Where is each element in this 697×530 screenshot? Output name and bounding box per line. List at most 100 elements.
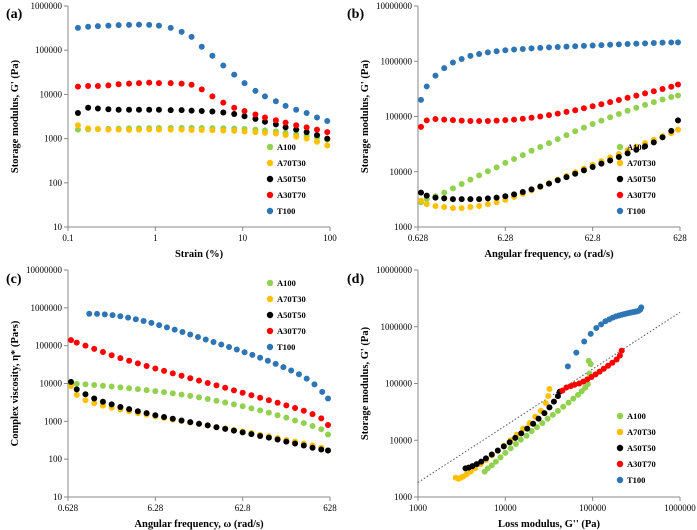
- data-point: [572, 43, 579, 50]
- data-point: [261, 129, 268, 136]
- data-point: [423, 83, 430, 90]
- data-point: [511, 191, 518, 198]
- legend-marker: [616, 159, 624, 167]
- data-point: [432, 202, 439, 209]
- series-A70T30: [74, 122, 331, 149]
- legend-entry: A30T70: [277, 190, 306, 200]
- data-point: [209, 52, 216, 59]
- data-point: [222, 399, 229, 406]
- data-point: [292, 417, 299, 424]
- y-tick-label: 100000: [385, 112, 413, 122]
- data-point: [546, 44, 552, 51]
- data-point: [517, 436, 524, 443]
- legend-marker: [266, 159, 274, 167]
- data-point: [325, 421, 331, 428]
- y-tick-label: 100000: [35, 341, 63, 351]
- data-point: [607, 41, 614, 48]
- data-point: [519, 152, 526, 159]
- data-point: [108, 383, 115, 390]
- data-point: [283, 414, 290, 421]
- data-point: [633, 104, 640, 111]
- data-point: [539, 420, 546, 427]
- legend-marker: [266, 143, 274, 151]
- data-point: [282, 119, 289, 126]
- data-point: [589, 103, 596, 110]
- data-point: [222, 384, 229, 391]
- data-point: [231, 71, 238, 78]
- data-point: [584, 381, 591, 388]
- data-point: [458, 181, 465, 188]
- data-point: [187, 375, 194, 382]
- y-tick-label: 1000: [394, 222, 413, 232]
- data-point: [519, 189, 526, 196]
- data-point: [188, 107, 195, 114]
- data-point: [493, 117, 500, 124]
- data-point: [605, 362, 612, 369]
- data-point: [178, 28, 185, 35]
- data-point: [668, 127, 675, 134]
- data-point: [178, 417, 185, 424]
- data-point: [222, 425, 229, 432]
- data-point: [544, 415, 551, 422]
- data-point: [550, 398, 557, 405]
- y-tick-label: 100000: [35, 45, 63, 55]
- x-tick-label: 6.28: [147, 503, 163, 513]
- x-axis-label: Angular frequency, ω (rad/s): [484, 249, 614, 260]
- data-point: [117, 313, 124, 320]
- data-point: [449, 205, 456, 212]
- data-point: [161, 389, 168, 396]
- data-point: [155, 106, 162, 113]
- legend-marker: [616, 207, 624, 215]
- data-point: [441, 204, 448, 211]
- series-T100: [418, 39, 681, 103]
- data-point: [633, 40, 640, 47]
- data-point: [598, 101, 605, 108]
- data-point: [598, 160, 605, 167]
- data-point: [241, 128, 248, 135]
- series-A50T50: [418, 117, 681, 203]
- data-point: [511, 156, 518, 163]
- data-point: [73, 339, 80, 346]
- data-point: [580, 124, 587, 131]
- data-point: [134, 408, 141, 415]
- data-point: [135, 21, 142, 28]
- data-point: [458, 55, 465, 62]
- data-point: [272, 130, 279, 137]
- data-point: [659, 39, 666, 46]
- data-point: [476, 51, 483, 58]
- data-point: [560, 403, 567, 410]
- data-point: [231, 104, 238, 111]
- data-point: [624, 107, 631, 114]
- data-point: [575, 391, 582, 398]
- data-point: [204, 395, 211, 402]
- data-point: [140, 317, 147, 324]
- data-point: [91, 395, 98, 402]
- data-point: [545, 393, 552, 400]
- data-point: [178, 80, 185, 87]
- data-point: [554, 177, 561, 184]
- data-point: [492, 458, 499, 465]
- panel-b: (b) 1000 10000 100000 1000000 10000000 0.628 6.…: [347, 1, 687, 260]
- data-point: [187, 392, 194, 399]
- legend-marker: [616, 460, 624, 468]
- data-point: [233, 346, 240, 353]
- data-point: [213, 424, 220, 431]
- data-point: [502, 159, 509, 166]
- data-point: [319, 388, 326, 395]
- data-point: [571, 381, 578, 388]
- y-tick-label: 10: [53, 492, 63, 502]
- data-point: [94, 125, 101, 132]
- data-point: [523, 432, 530, 439]
- data-point: [541, 410, 548, 417]
- data-point: [264, 357, 271, 364]
- data-point: [309, 411, 316, 418]
- data-point: [249, 351, 256, 358]
- y-axis-label: Complex viscosity, η* (Pa•s): [10, 320, 21, 446]
- data-point: [609, 359, 616, 366]
- data-point: [449, 196, 456, 203]
- data-point: [272, 117, 279, 124]
- data-point: [167, 126, 174, 133]
- y-tick-label: 1000: [394, 492, 413, 502]
- data-point: [105, 22, 112, 29]
- data-point: [587, 330, 594, 337]
